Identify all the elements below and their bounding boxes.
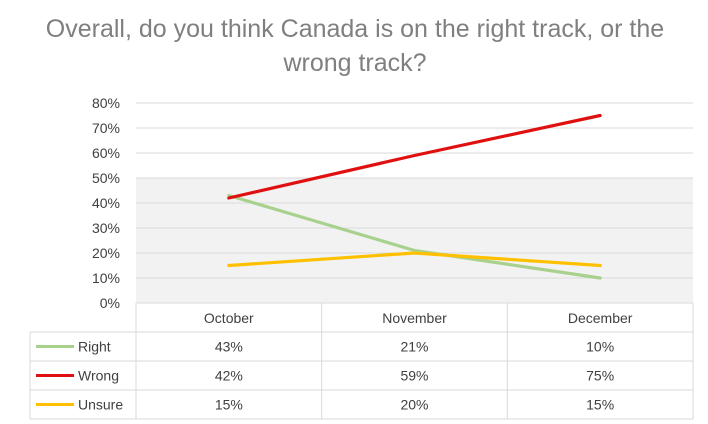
- plot-band: [136, 178, 693, 203]
- data-label: 15%: [215, 397, 243, 413]
- y-tick-label: 50%: [92, 170, 120, 186]
- data-label: 20%: [400, 397, 428, 413]
- y-tick-label: 70%: [92, 120, 120, 136]
- legend-label: Right: [78, 339, 111, 355]
- y-tick-label: 10%: [92, 270, 120, 286]
- legend-label: Wrong: [78, 368, 119, 384]
- data-label: 10%: [586, 339, 614, 355]
- data-label: 42%: [215, 368, 243, 384]
- data-table: October November December Right 43% 21% 10% Wro…: [29, 302, 694, 420]
- x-tick-label: October: [204, 310, 254, 326]
- plot-band: [136, 128, 693, 153]
- y-tick-label: 20%: [92, 245, 120, 261]
- data-label: 21%: [400, 339, 428, 355]
- y-tick-label: 40%: [92, 195, 120, 211]
- data-label: 15%: [586, 397, 614, 413]
- y-tick-label: 80%: [92, 95, 120, 111]
- chart-title: Overall, do you think Canada is on the r…: [45, 15, 665, 77]
- plot-band: [136, 253, 693, 278]
- legend-label: Unsure: [78, 397, 123, 413]
- y-tick-label: 30%: [92, 220, 120, 236]
- data-label: 43%: [215, 339, 243, 355]
- y-tick-label: 0%: [100, 295, 120, 311]
- plot-band: [136, 153, 693, 178]
- plot-band: [136, 203, 693, 228]
- data-label: 59%: [400, 368, 428, 384]
- series-line-unsure: [227, 251, 602, 268]
- x-tick-label: November: [382, 310, 447, 326]
- plot-band: [136, 103, 693, 128]
- x-tick-label: December: [568, 310, 633, 326]
- series-line-wrong: [227, 113, 602, 200]
- series-line-right: [227, 193, 602, 280]
- plot-band: [136, 278, 693, 303]
- data-label: 75%: [586, 368, 614, 384]
- y-tick-label: 60%: [92, 145, 120, 161]
